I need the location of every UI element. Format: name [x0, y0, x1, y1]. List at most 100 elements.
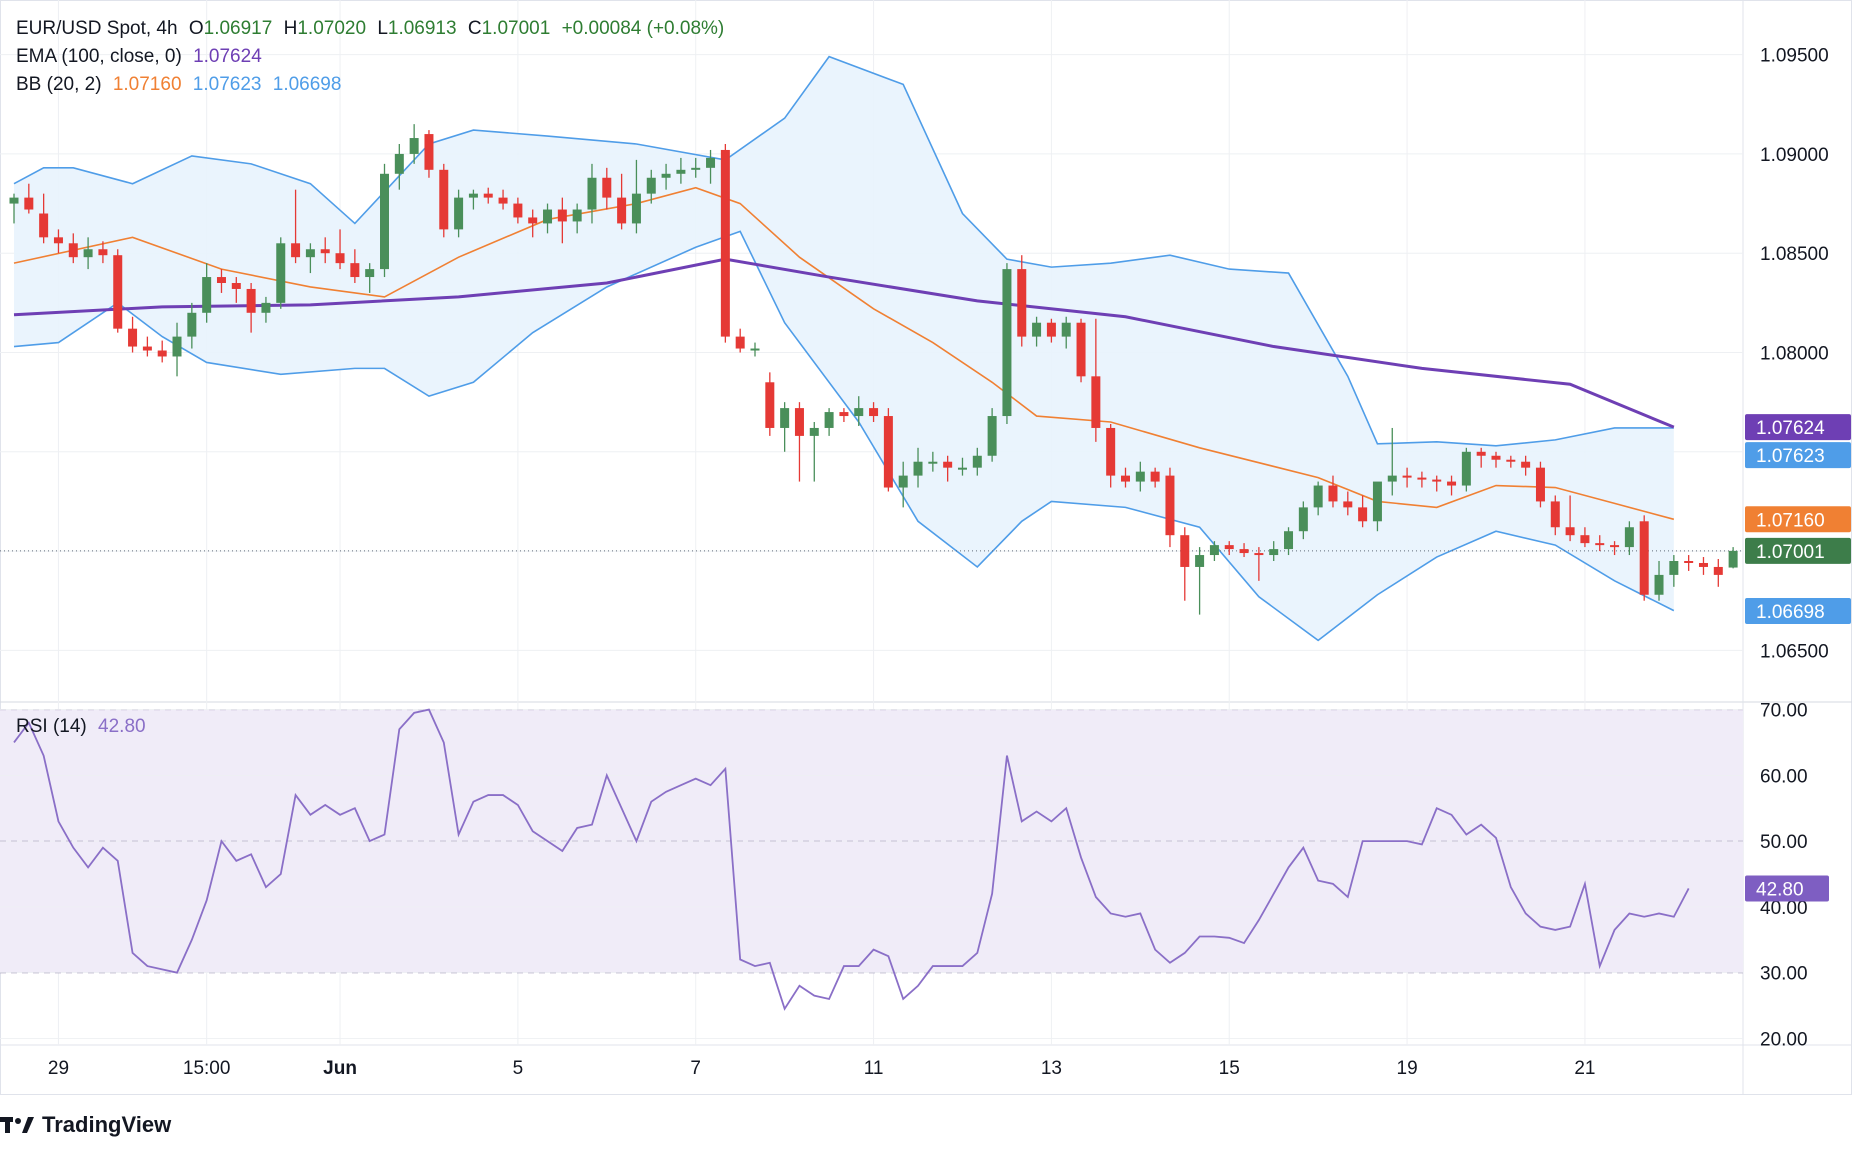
candle-body [1417, 477, 1427, 480]
candle-body [1372, 481, 1382, 522]
time-tick-label: Jun [323, 1058, 357, 1079]
candle-body [1639, 521, 1649, 595]
price-label-box [1745, 598, 1851, 625]
price-tick-label: 1.09500 [1760, 46, 1829, 67]
candle-body [1269, 549, 1279, 556]
candle-body [157, 350, 167, 357]
candle-body [98, 249, 108, 256]
candle-body [335, 253, 345, 264]
time-tick-label: 11 [864, 1058, 884, 1079]
tradingview-logo-icon [0, 1117, 34, 1133]
candle-body [365, 269, 375, 278]
candle-body [1002, 269, 1012, 417]
candle-body [1284, 531, 1294, 550]
time-tick-label: 7 [690, 1058, 701, 1079]
candle-body [735, 336, 745, 349]
candle-body [1165, 475, 1175, 536]
candle-body [380, 173, 389, 270]
candle-body [839, 412, 849, 417]
candle-body [24, 197, 34, 210]
candle-body [1476, 451, 1486, 456]
rsi-tick-label: 70.00 [1760, 701, 1808, 722]
candle-body [142, 346, 152, 351]
price-tick-label: 1.08000 [1760, 344, 1829, 365]
price-label-box [1745, 537, 1851, 564]
candle-body [572, 209, 582, 222]
time-tick-label: 19 [1397, 1058, 1418, 1079]
candle-body [1432, 479, 1442, 482]
candle-body [869, 408, 879, 417]
price-label-text: 1.07160 [1756, 510, 1825, 531]
candle-body [824, 412, 834, 428]
candle-body [1728, 550, 1738, 568]
price-label-box [1745, 506, 1851, 533]
price-label-box [1745, 442, 1851, 469]
time-tick-label: 15 [1219, 1058, 1240, 1079]
candle-body [187, 312, 197, 337]
candle-body [1224, 545, 1234, 550]
rsi-tick-label: 30.00 [1760, 964, 1808, 985]
candle-body [128, 328, 138, 347]
candle-body [1461, 451, 1471, 486]
time-tick-label: 29 [48, 1058, 69, 1079]
rsi-tick-label: 50.00 [1760, 832, 1808, 853]
candle-body [854, 408, 864, 417]
candle-body [202, 277, 212, 313]
bb-lower-line [13, 230, 1675, 642]
candle-body [113, 255, 123, 329]
candle-body [928, 461, 938, 464]
candle-body [1046, 322, 1056, 337]
candle-body [1298, 507, 1308, 532]
candle-body [1387, 475, 1397, 482]
candle-body [1254, 553, 1264, 556]
tradingview-logo[interactable]: TradingView [0, 1112, 171, 1138]
bb-legend: BB (20, 2) 1.07160 1.07623 1.06698 [16, 74, 347, 96]
candle-body [691, 167, 701, 170]
candle-body [1654, 574, 1664, 595]
candle-body [1328, 485, 1338, 502]
candle-body [1669, 561, 1679, 575]
candle-body [1595, 543, 1605, 546]
price-label-box [1745, 414, 1851, 441]
candle-body [216, 277, 226, 283]
candle-body [883, 416, 893, 488]
candle-body [1121, 475, 1130, 482]
candle-body [943, 461, 953, 468]
ema-value: 1.07624 [193, 46, 262, 67]
candle-body [1358, 507, 1368, 522]
candle-body [750, 348, 760, 351]
candle-body [765, 382, 775, 428]
candle-body [68, 243, 78, 258]
candle-body [1313, 485, 1323, 508]
candle-body [557, 209, 567, 222]
candle-body [231, 283, 241, 289]
candle-body [53, 237, 63, 244]
candle-body [439, 169, 449, 230]
candle-body [1713, 566, 1723, 575]
bb-label: BB (20, 2) [16, 74, 102, 95]
candle-body [1150, 471, 1160, 482]
candle-body [291, 243, 301, 258]
candle-body [1447, 481, 1457, 486]
candle-body [83, 249, 93, 258]
candle-body [794, 408, 804, 436]
candle-body [1550, 501, 1560, 528]
candle-body [676, 169, 686, 174]
candle-body [987, 416, 997, 456]
candle-body [1017, 269, 1027, 337]
rsi-value-box [1745, 875, 1829, 902]
candle-body [246, 288, 256, 313]
time-tick-label: 21 [1574, 1058, 1595, 1079]
candle-body [1684, 561, 1694, 563]
candle-body [898, 475, 908, 488]
price-tick-label: 1.09000 [1760, 145, 1829, 166]
candle-body [1506, 459, 1516, 462]
ema-line [13, 257, 1675, 429]
candle-body [1106, 427, 1116, 476]
rsi-tick-label: 60.00 [1760, 766, 1808, 787]
candle-body [1032, 322, 1042, 337]
candle-body [617, 197, 627, 224]
rsi-value: 42.80 [98, 716, 146, 737]
time-tick-label: 5 [513, 1058, 524, 1079]
